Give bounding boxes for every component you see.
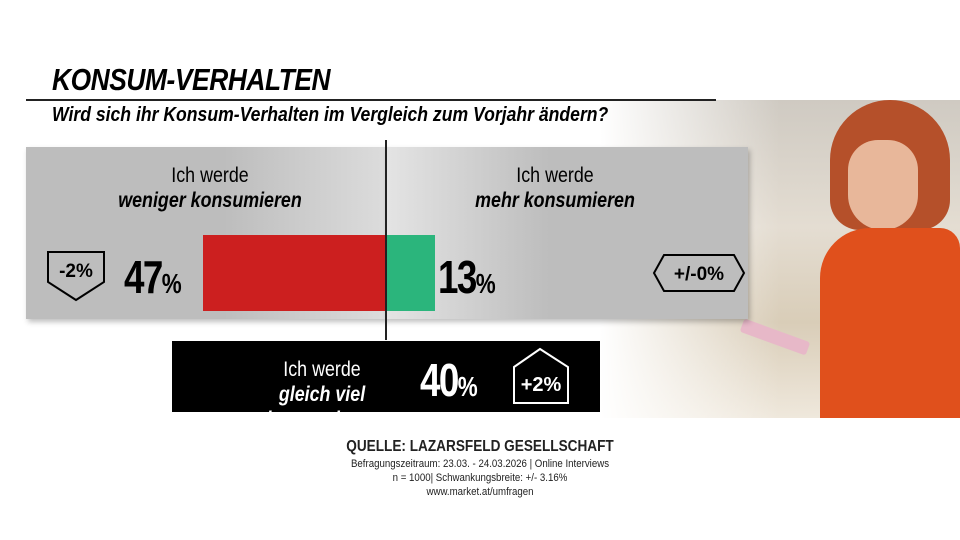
value-less-number: 47 xyxy=(124,251,163,303)
source-title: QUELLE: LAZARSFELD GESELLSCHAFT xyxy=(346,438,614,455)
photo-woman-body xyxy=(820,228,960,418)
value-less: 47% xyxy=(124,250,182,304)
label-same: Ich werde gleich viel konsumieren xyxy=(229,357,416,432)
source-url[interactable]: www.market.at/umfragen xyxy=(426,486,534,498)
hexagon-badge-icon: +/-0% xyxy=(652,254,746,292)
arrow-down-badge-icon: -2% xyxy=(47,251,105,302)
label-less-line2: weniger konsumieren xyxy=(118,189,302,212)
change-same: +2% xyxy=(521,374,562,396)
change-less: -2% xyxy=(59,261,93,282)
source-block: QUELLE: LAZARSFELD GESELLSCHAFT Befragun… xyxy=(0,437,960,499)
panel-same: Ich werde gleich viel konsumieren 40% +2… xyxy=(172,341,600,431)
label-same-line2: gleich viel konsumieren xyxy=(266,383,378,431)
label-more-line1: Ich werde xyxy=(516,164,594,187)
value-same: 40% xyxy=(420,353,478,407)
label-more-line2: mehr konsumieren xyxy=(475,189,635,212)
label-more: Ich werde mehr konsumieren xyxy=(428,163,683,213)
value-same-number: 40 xyxy=(420,354,459,406)
label-less-line1: Ich werde xyxy=(171,164,249,187)
survey-question: Wird sich ihr Konsum-Verhalten im Vergle… xyxy=(52,104,609,126)
center-axis xyxy=(385,140,387,340)
change-more: +/-0% xyxy=(674,264,724,285)
label-same-line1: Ich werde xyxy=(283,358,361,381)
photo-woman-face xyxy=(848,140,918,230)
source-period: Befragungszeitraum: 23.03. - 24.03.2026 … xyxy=(350,458,610,470)
source-sample: n = 1000| Schwankungsbreite: +/- 3.16% xyxy=(392,472,568,484)
bar-more xyxy=(385,235,436,311)
bar-less xyxy=(202,235,385,311)
value-same-unit: % xyxy=(457,371,478,402)
title-divider xyxy=(26,99,716,101)
value-more-number: 13 xyxy=(438,251,477,303)
value-more-unit: % xyxy=(475,268,496,299)
value-less-unit: % xyxy=(161,268,182,299)
value-more: 13% xyxy=(438,250,496,304)
page-title: KONSUM-VERHALTEN xyxy=(52,62,331,97)
arrow-up-badge-icon: +2% xyxy=(513,347,569,404)
label-less: Ich werde weniger konsumieren xyxy=(83,163,338,213)
